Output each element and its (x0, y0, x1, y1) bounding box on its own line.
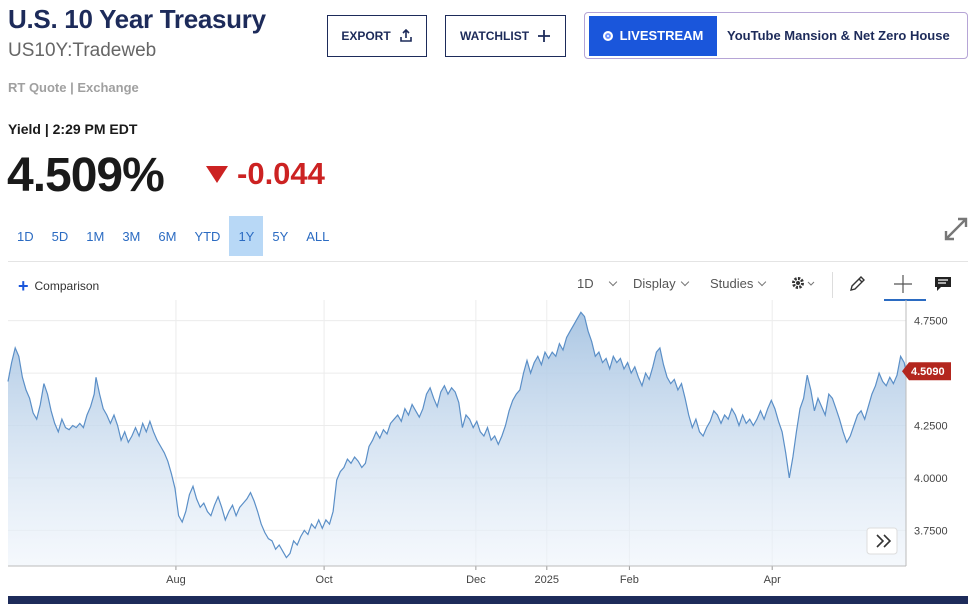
range-tab-3m[interactable]: 3M (122, 228, 141, 244)
range-tab-all[interactable]: ALL (306, 228, 330, 244)
yield-price: 4.509% (7, 149, 165, 202)
interval-label: 1D (577, 276, 594, 291)
chart-top-divider (8, 261, 968, 262)
settings-button[interactable] (788, 270, 818, 298)
toolbar-divider (832, 272, 833, 298)
x-tick-label: Aug (166, 574, 186, 586)
chevron-down-icon (758, 277, 767, 287)
y-tick-label: 4.2500 (914, 421, 948, 433)
pencil-icon (850, 276, 865, 291)
down-triangle-icon (206, 165, 228, 183)
plus-icon: + (18, 276, 29, 296)
display-label: Display (633, 276, 676, 291)
last-value-label: 4.5090 (911, 366, 945, 378)
chevron-down-icon (680, 277, 689, 287)
comparison-button[interactable]: + Comparison (18, 276, 100, 296)
range-tab-5d[interactable]: 5D (51, 228, 69, 244)
display-dropdown[interactable]: Display (633, 276, 689, 291)
symbol-label: US10Y:Tradeweb (8, 40, 157, 61)
export-button-label: EXPORT (341, 29, 391, 43)
rt-quote-label: RT Quote | Exchange (8, 80, 139, 95)
watchlist-button[interactable]: WATCHLIST (445, 15, 566, 57)
page-title: U.S. 10 Year Treasury (8, 4, 266, 34)
comparison-label: Comparison (34, 279, 100, 293)
livestream-button-label: LIVESTREAM (619, 28, 704, 43)
livestream-title[interactable]: YouTube Mansion & Net Zero House (727, 28, 950, 43)
crosshair-button[interactable] (888, 270, 918, 298)
yield-line (7, 311, 907, 559)
yield-chart[interactable]: 4.75004.50004.25004.00003.7500AugOctDec2… (0, 300, 976, 596)
x-tick-label: 2025 (535, 574, 559, 586)
interval-dropdown[interactable]: 1D (577, 276, 617, 291)
livestream-button[interactable]: LIVESTREAM (589, 15, 717, 56)
studies-dropdown[interactable]: Studies (710, 276, 767, 291)
x-tick-label: Apr (764, 574, 781, 586)
range-tab-5y[interactable]: 5Y (272, 228, 289, 244)
range-tab-1d[interactable]: 1D (17, 228, 34, 244)
y-tick-label: 4.7500 (914, 316, 948, 328)
yield-change-value: -0.044 (237, 156, 325, 191)
last-value-marker (902, 362, 951, 381)
plus-icon (537, 29, 551, 43)
range-tab-1m[interactable]: 1M (86, 228, 105, 244)
y-tick-label: 3.7500 (914, 525, 948, 537)
watchlist-button-label: WATCHLIST (459, 29, 530, 43)
chart-axes: 4.75004.50004.25004.00003.7500AugOctDec2… (8, 300, 948, 586)
yield-change: -0.044 (206, 156, 325, 192)
bottom-bar (8, 596, 968, 604)
range-tab-ytd[interactable]: YTD (194, 228, 221, 244)
scroll-right-button[interactable] (866, 527, 898, 555)
x-tick-label: Oct (316, 574, 333, 586)
comment-icon (935, 277, 951, 291)
gear-icon (792, 277, 815, 289)
time-range-tabs: 1D 5D 1M 3M 6M YTD 1Y 5Y ALL (8, 216, 338, 256)
yield-area (8, 312, 906, 566)
livestream-banner[interactable]: LIVESTREAM YouTube Mansion & Net Zero Ho… (584, 12, 968, 59)
chevron-double-right-icon (876, 534, 892, 548)
chevron-down-icon (608, 277, 617, 287)
y-tick-label: 4.0000 (914, 473, 948, 485)
last-value-tag: 4.5090 (902, 362, 951, 381)
x-tick-label: Dec (466, 574, 486, 586)
studies-label: Studies (710, 276, 754, 291)
comments-button[interactable] (928, 270, 958, 298)
range-tab-1y[interactable]: 1Y (229, 216, 264, 256)
range-tab-6m[interactable]: 6M (158, 228, 177, 244)
x-tick-label: Feb (620, 574, 639, 586)
live-dot-icon (602, 30, 613, 41)
draw-button[interactable] (842, 270, 872, 298)
crosshair-icon (894, 275, 912, 293)
yield-timestamp: Yield | 2:29 PM EDT (8, 121, 138, 137)
export-button[interactable]: EXPORT (327, 15, 427, 57)
crosshair-active-indicator (884, 299, 926, 301)
export-icon (399, 29, 413, 43)
expand-icon[interactable] (942, 215, 970, 243)
